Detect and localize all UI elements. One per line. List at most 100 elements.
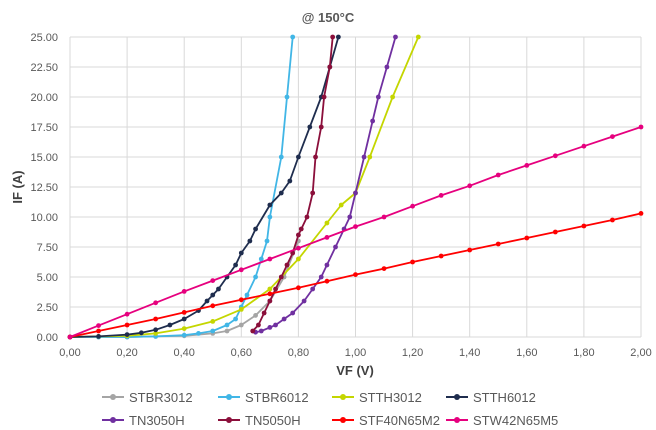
data-point	[124, 311, 130, 317]
data-point	[233, 262, 238, 268]
y-axis-title: IF (A)	[10, 170, 25, 203]
data-point	[296, 285, 301, 291]
legend-item-stbr3012: STBR3012	[102, 390, 193, 405]
legend-item-stf40n65m2: STF40N65M2	[332, 413, 440, 428]
data-point	[273, 286, 278, 292]
data-point	[610, 217, 615, 223]
data-point	[287, 178, 293, 184]
data-point	[361, 154, 367, 160]
data-point	[181, 310, 187, 315]
legend-item-tn3050h: TN3050H	[102, 413, 185, 428]
data-point	[210, 303, 216, 309]
data-point	[301, 298, 307, 304]
data-point	[290, 34, 296, 40]
data-point	[524, 163, 530, 168]
x-tick-label: 1,60	[516, 347, 537, 359]
legend-marker	[226, 394, 232, 400]
data-point	[153, 316, 159, 322]
y-tick-label: 10.00	[30, 212, 58, 224]
data-point	[284, 94, 290, 100]
legend-label: STTH6012	[473, 390, 536, 405]
data-point	[96, 334, 101, 339]
series-tn5050h	[250, 34, 336, 334]
y-tick-label: 25.00	[30, 32, 58, 44]
y-tick-label: 5.00	[37, 272, 58, 284]
legend-label: STBR3012	[129, 390, 193, 405]
data-point	[267, 298, 273, 304]
data-point	[353, 190, 358, 196]
data-point	[296, 154, 301, 160]
data-point	[281, 316, 287, 322]
data-point	[253, 274, 258, 280]
legend-label: STF40N65M2	[359, 413, 440, 428]
data-point	[238, 322, 244, 328]
data-point	[153, 327, 159, 333]
data-point	[267, 286, 273, 292]
data-point	[552, 229, 558, 235]
data-point	[258, 328, 264, 334]
legend-item-stth6012: STTH6012	[446, 390, 536, 405]
data-point	[638, 124, 644, 130]
series-stth6012	[67, 34, 341, 340]
data-point	[216, 286, 221, 292]
data-point	[253, 226, 258, 232]
y-tick-label: 20.00	[30, 92, 58, 104]
chart-title: @ 150°C	[302, 10, 355, 25]
data-point	[244, 292, 250, 298]
series-line-stbr6012	[70, 36, 294, 338]
data-point	[324, 220, 330, 226]
y-tick-label: 0.00	[37, 332, 58, 344]
x-axis-title: VF (V)	[336, 363, 374, 378]
y-tick-label: 7.50	[37, 242, 58, 254]
legend-label: STBR6012	[245, 390, 309, 405]
data-point	[181, 316, 187, 322]
data-point	[138, 330, 144, 336]
x-tick-label: 1,40	[459, 347, 480, 359]
data-point	[238, 297, 244, 303]
data-point	[367, 154, 373, 160]
legend-item-stth3012: STTH3012	[332, 390, 422, 405]
x-tick-label: 0,20	[116, 347, 137, 359]
legend-marker	[226, 417, 232, 423]
data-point	[238, 307, 244, 312]
data-point	[238, 267, 244, 273]
data-point	[181, 326, 187, 331]
data-point	[330, 34, 336, 40]
data-point	[261, 310, 267, 316]
data-point	[267, 256, 273, 262]
data-point	[290, 310, 296, 316]
data-point	[258, 256, 264, 262]
data-point	[267, 291, 273, 297]
data-point	[552, 153, 558, 159]
data-point	[338, 202, 344, 208]
data-point	[581, 223, 587, 229]
data-point	[327, 64, 333, 70]
x-tick-label: 1,20	[402, 347, 423, 359]
data-point	[381, 266, 387, 271]
data-point	[278, 274, 284, 280]
data-point	[324, 278, 330, 284]
data-point	[96, 328, 101, 334]
data-point	[296, 256, 301, 262]
data-point	[267, 325, 273, 330]
data-point	[375, 94, 381, 100]
data-point	[390, 94, 396, 100]
data-point	[318, 124, 324, 130]
data-point	[296, 245, 301, 251]
y-tick-label: 2.50	[37, 302, 58, 314]
data-point	[324, 235, 330, 240]
y-tick-label: 17.50	[30, 122, 58, 134]
data-point	[524, 235, 530, 241]
data-point	[318, 274, 324, 280]
legend-marker	[454, 417, 460, 423]
data-point	[210, 292, 216, 298]
data-point	[124, 332, 130, 337]
data-point	[581, 143, 587, 149]
data-point	[124, 322, 130, 328]
data-point	[256, 322, 261, 328]
data-point	[181, 332, 187, 338]
data-point	[410, 259, 415, 265]
y-tick-label: 15.00	[30, 152, 58, 164]
series-line-tn5050h	[252, 36, 334, 332]
data-point	[324, 262, 330, 268]
